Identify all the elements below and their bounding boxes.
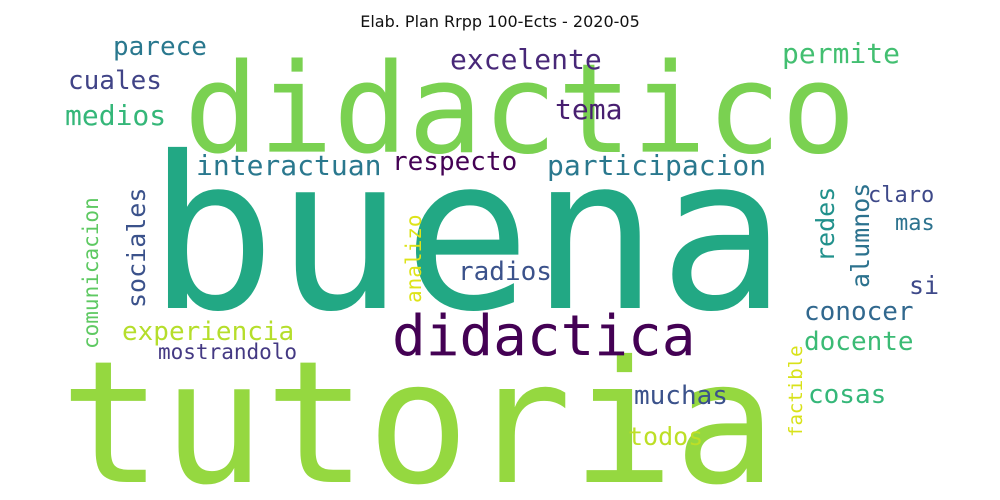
- word-medios: medios: [65, 99, 166, 132]
- word-sociales: sociales: [122, 188, 151, 308]
- word-buena: buena: [148, 111, 786, 358]
- word-comunicacion: comunicacion: [79, 197, 103, 349]
- word-claro: claro: [868, 183, 934, 208]
- word-mas: mas: [895, 211, 935, 236]
- word-alumnos: alumnos: [846, 183, 875, 288]
- word-docente: docente: [804, 327, 914, 357]
- word-analizo: analizo: [402, 214, 426, 303]
- word-parece: parece: [113, 32, 207, 62]
- word-permite: permite: [782, 37, 900, 70]
- word-si: si: [909, 271, 939, 300]
- word-redes: redes: [811, 187, 840, 262]
- word-didactico: didactico: [184, 38, 856, 182]
- word-cosas: cosas: [808, 380, 886, 410]
- word-tutoria: tutoria: [60, 325, 776, 500]
- word-tema: tema: [555, 93, 622, 126]
- word-factible: factible: [785, 345, 807, 437]
- word-respecto: respecto: [392, 147, 517, 177]
- word-conocer: conocer: [804, 297, 914, 327]
- word-experiencia: experiencia: [122, 317, 294, 347]
- word-cuales: cuales: [68, 66, 162, 96]
- word-mostrandolo: mostrandolo: [158, 340, 297, 364]
- word-radios: radios: [458, 257, 552, 287]
- word-participacion: participacion: [547, 149, 766, 182]
- word-muchas: muchas: [634, 381, 728, 411]
- word-interactuan: interactuan: [196, 149, 381, 182]
- chart-title: Elab. Plan Rrpp 100-Ects - 2020-05: [360, 12, 640, 31]
- word-todos: todos: [628, 422, 703, 451]
- word-didactica: didactica: [392, 304, 695, 369]
- word-excelente: excelente: [450, 43, 602, 76]
